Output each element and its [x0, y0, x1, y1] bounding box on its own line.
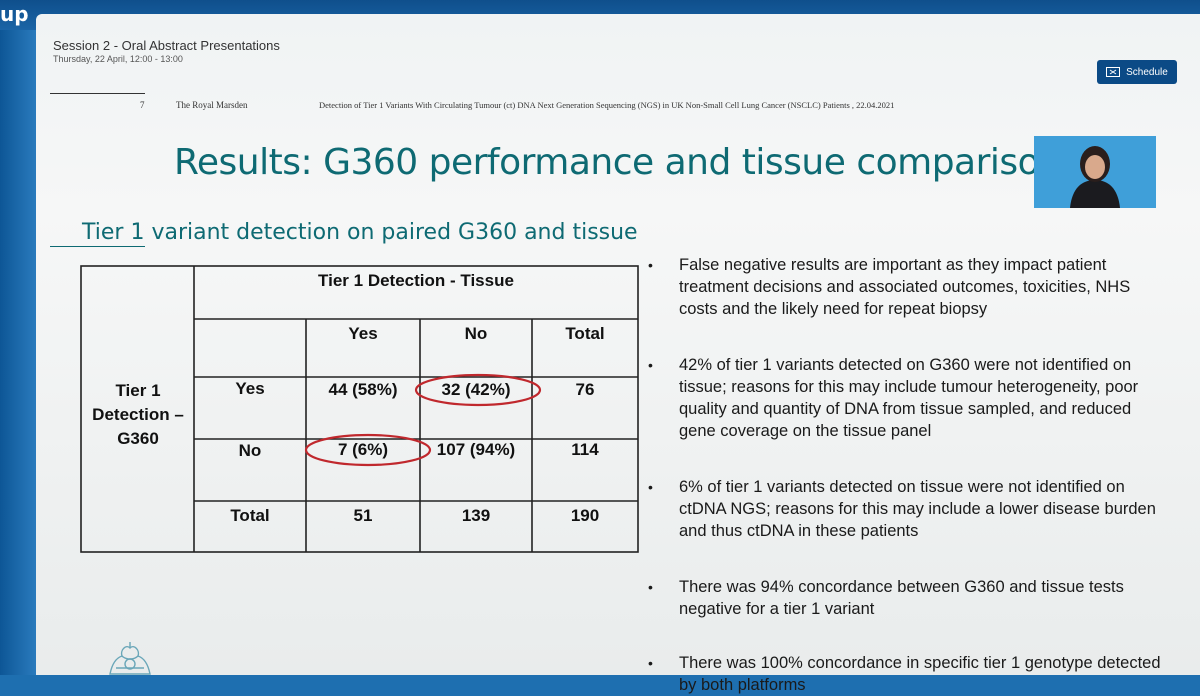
bullet-text: 6% of tier 1 variants detected on tissue…	[679, 478, 1156, 540]
slide: 7 The Royal Marsden Detection of Tier 1 …	[36, 88, 1200, 694]
bullet-text: There was 94% concordance between G360 a…	[679, 578, 1124, 618]
slide-organization: The Royal Marsden	[176, 100, 248, 110]
table-cell: 190	[570, 506, 600, 525]
col-group-header: Tier 1 Detection - Tissue	[318, 271, 514, 290]
header-rule	[50, 93, 145, 94]
col-header-total: Total	[565, 324, 605, 343]
table-cell: 76	[575, 380, 595, 399]
table-cell: 44 (58%)	[328, 380, 398, 399]
row-label-no: No	[238, 441, 262, 460]
row-label-yes: Yes	[235, 379, 265, 398]
schedule-button[interactable]: Schedule	[1097, 60, 1177, 84]
slide-description: Detection of Tier 1 Variants With Circul…	[319, 100, 895, 110]
row-label-total: Total	[230, 506, 270, 525]
table-cell: 32 (42%)	[441, 380, 511, 399]
presentation-window: Session 2 - Oral Abstract Presentations …	[36, 14, 1200, 694]
bullet-text: 42% of tier 1 variants detected on G360 …	[679, 356, 1139, 440]
slide-subtitle: Tier 1 variant detection on paired G360 …	[82, 220, 638, 245]
col-header-no: No	[464, 324, 488, 343]
bullet-text: There was 100% concordance in specific t…	[679, 654, 1161, 694]
table-cell: 51	[353, 506, 373, 525]
session-time: Thursday, 22 April, 12:00 - 13:00	[53, 54, 183, 64]
table-cell: 139	[461, 506, 491, 525]
calendar-icon	[1106, 67, 1121, 77]
table-grid	[80, 265, 639, 553]
speaker-webcam	[1034, 136, 1156, 208]
contingency-table: Tier 1 Detection - Tissue Tier 1 Detecti…	[80, 265, 640, 553]
table-cell: 7 (6%)	[337, 440, 389, 459]
highlight-circle-false-positive	[304, 433, 432, 467]
schedule-button-label: Schedule	[1126, 66, 1168, 78]
subtitle-rule	[50, 246, 145, 247]
row-group-header: Tier 1 Detection – G360	[92, 381, 184, 448]
crest-logo-icon	[109, 642, 151, 675]
col-header-yes: Yes	[348, 324, 378, 343]
speaker-video-icon	[1034, 136, 1156, 208]
session-title: Session 2 - Oral Abstract Presentations	[53, 38, 280, 53]
left-sidebar-strip	[0, 30, 36, 675]
table-cell: 107 (94%)	[436, 440, 516, 459]
bullet-text: False negative results are important as …	[679, 256, 1131, 318]
table-cell: 114	[571, 440, 599, 459]
highlight-circle-false-negative	[414, 373, 542, 407]
app-title-fragment: up	[0, 2, 29, 26]
slide-title: Results: G360 performance and tissue com…	[174, 142, 1080, 183]
slide-number: 7	[140, 100, 145, 110]
